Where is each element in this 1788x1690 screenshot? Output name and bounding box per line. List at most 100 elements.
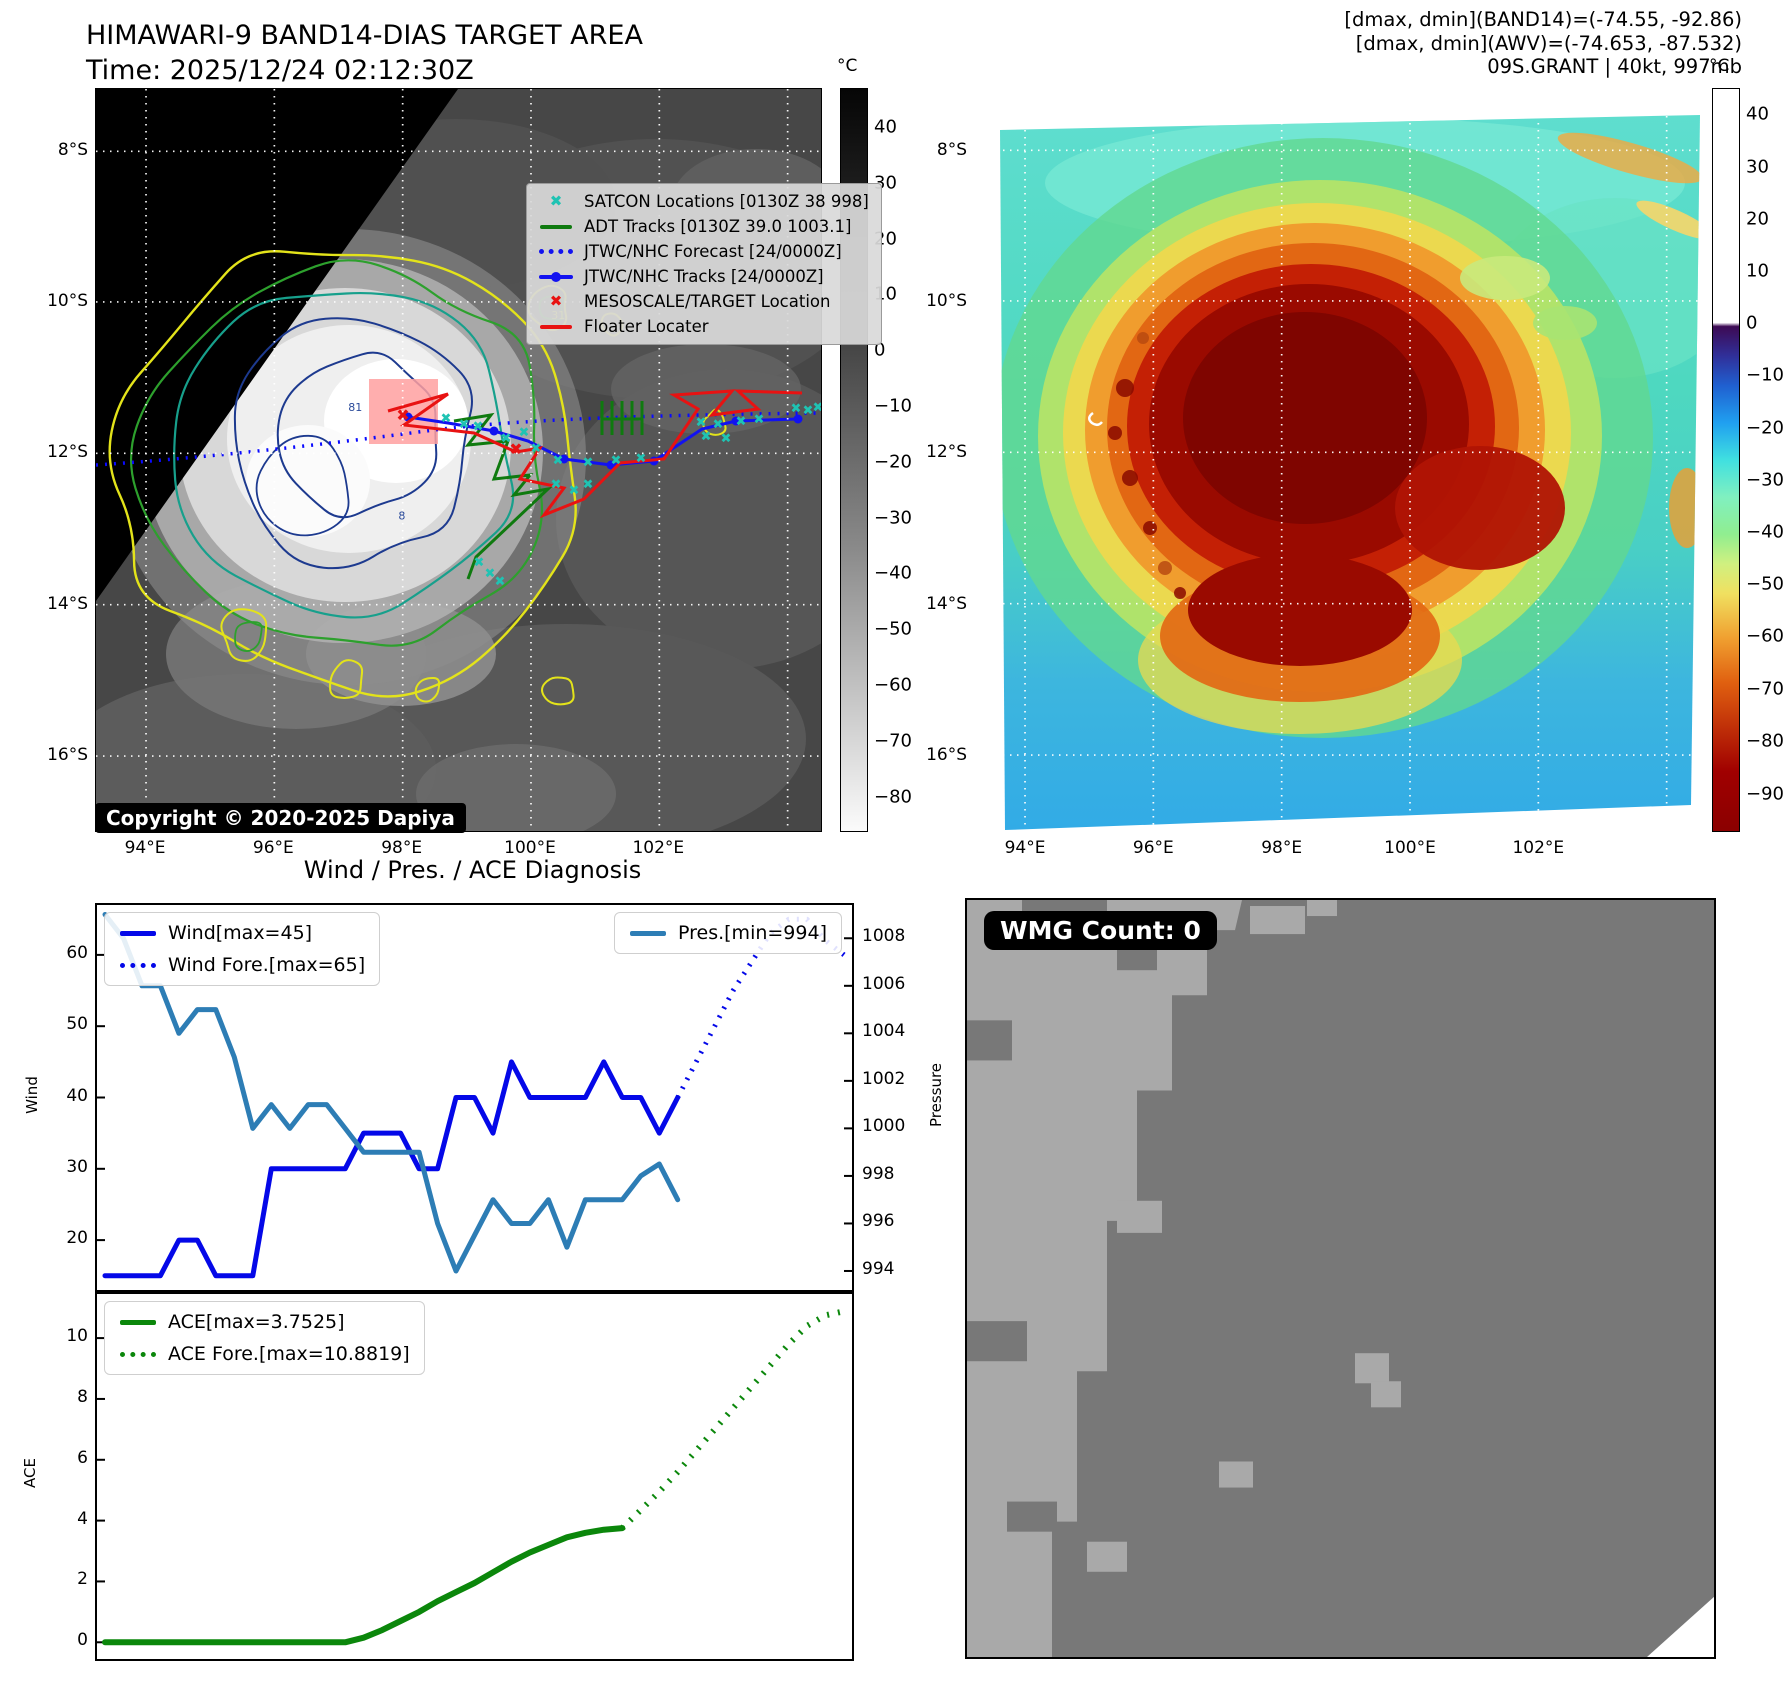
svg-text:✖: ✖ — [736, 415, 747, 430]
tick-label: 1006 — [862, 973, 906, 994]
band14-colorbar-unit: °C — [837, 56, 858, 76]
tick-label: 30 — [1746, 156, 1769, 178]
tick-label: 10 — [66, 1326, 88, 1347]
center-fix-marker — [1088, 411, 1103, 426]
svg-text:✖: ✖ — [583, 478, 594, 493]
tick-label: 998 — [862, 1163, 895, 1184]
tick-label: −50 — [874, 618, 912, 640]
svg-text:✖: ✖ — [583, 456, 594, 471]
tick-label: 0 — [1746, 312, 1758, 334]
tick-label: 14°S — [47, 593, 88, 614]
legend-item: JTWC/NHC Forecast [24/0000Z] — [539, 242, 869, 261]
tick-label: −60 — [1746, 625, 1784, 647]
svg-text:✖: ✖ — [531, 442, 542, 457]
tick-label: 2 — [77, 1569, 88, 1590]
awv-cloud-top-field — [1000, 115, 1700, 830]
tick-label: 102°E — [1512, 838, 1565, 858]
tick-label: −50 — [1746, 573, 1784, 595]
band14-lat-axis: 8°S 10°S 12°S 14°S 16°S — [28, 88, 88, 830]
svg-text:✖: ✖ — [441, 412, 452, 427]
legend-item: ACE[max=3.7525] — [119, 1311, 410, 1333]
line-icon — [119, 930, 157, 936]
diagnosis-title: Wind / Pres. / ACE Diagnosis — [303, 856, 642, 884]
svg-text:✖: ✖ — [636, 452, 647, 467]
tick-label: 14°S — [926, 593, 967, 614]
no-scan-region — [96, 89, 458, 601]
dotted-line-icon — [119, 1351, 157, 1357]
svg-text:81: 81 — [348, 401, 362, 414]
tick-label: −70 — [1746, 678, 1784, 700]
wind-ytick-labels: 60 50 40 30 20 — [20, 903, 88, 1288]
floater-locater-track — [387, 389, 803, 519]
tick-label: 1002 — [862, 1068, 906, 1089]
tick-label: −80 — [874, 786, 912, 808]
legend-label: ADT Tracks [0130Z 39.0 1003.1] — [584, 217, 852, 236]
awv-lat-axis: 8°S 10°S 12°S 14°S 16°S — [907, 88, 967, 830]
svg-text:✖: ✖ — [551, 478, 562, 493]
tick-label: 12°S — [926, 442, 967, 463]
tick-label: −10 — [1746, 364, 1784, 386]
svg-text:✖: ✖ — [701, 430, 712, 445]
dmax-awv-readout: [dmax, dmin](AWV)=(-74.653, -87.532) — [1355, 31, 1742, 55]
line-icon — [539, 224, 573, 229]
series-ace-max-3-7525- — [102, 1525, 626, 1646]
tick-label: 94°E — [124, 838, 166, 858]
svg-text:✖: ✖ — [473, 420, 484, 435]
line-icon — [629, 930, 667, 936]
pressure-ytick-labels: 1008 1006 1004 1002 1000 998 996 994 — [862, 903, 932, 1288]
tick-label: 100°E — [1384, 838, 1436, 858]
legend-item: Floater Locater — [539, 317, 869, 336]
tick-label: 50 — [66, 1014, 88, 1035]
tick-label: 100°E — [504, 838, 556, 858]
tick-label: −30 — [874, 507, 912, 529]
legend-label: JTWC/NHC Tracks [24/0000Z] — [584, 267, 824, 286]
awv-colorbar-ticks: 40 30 20 10 0 −10 −20 −30 −40 −50 −60 −70 −80 −90 — [1746, 88, 1788, 830]
tick-label: 20 — [1746, 208, 1769, 230]
band14-colorbar-ticks: 40 30 20 10 0 −10 −20 −30 −40 −50 −60 −70 −80 — [874, 88, 934, 830]
legend-label: ACE[max=3.7525] — [168, 1311, 345, 1333]
tick-label: 10 — [1746, 260, 1769, 282]
tick-label: −40 — [1746, 521, 1784, 543]
legend-label: MESOSCALE/TARGET Location — [584, 292, 831, 311]
ace-legend: ACE[max=3.7525] ACE Fore.[max=10.8819] — [104, 1301, 425, 1375]
svg-text:✖: ✖ — [474, 556, 485, 571]
tick-label: 996 — [862, 1211, 895, 1232]
tick-label: −30 — [1746, 469, 1784, 491]
tick-label: 30 — [66, 1156, 88, 1177]
tick-label: −60 — [874, 674, 912, 696]
satcon-markers: ✖✖✖✖✖ ✖ ✖ ✖✖ ✖ ✖✖ ✖ ✖ ✖✖ ✖✖✖✖✖ ✖ ✖✖✖✖✖ — [396, 401, 821, 590]
tick-label: 16°S — [47, 745, 88, 766]
band14-map-panel: ✖✖✖✖✖✖✖✖✖✖✖✖✖✖✖✖✖✖✖✖✖✖✖✖✖✖✖ 31818 ✖SATCO… — [95, 88, 882, 833]
svg-text:✖: ✖ — [509, 440, 522, 459]
awv-satellite-image — [975, 88, 1700, 830]
tick-label: 60 — [66, 942, 88, 963]
tick-label: 40 — [1746, 103, 1769, 125]
tick-label: 98°E — [381, 838, 423, 858]
tick-label: 12°S — [47, 442, 88, 463]
tick-label: −20 — [874, 451, 912, 473]
tick-label: −90 — [1746, 783, 1784, 805]
tick-label: 96°E — [252, 838, 294, 858]
tick-label: 8°S — [57, 140, 88, 161]
series-pres-min-994- — [102, 912, 681, 1274]
wmg-panel — [965, 898, 1716, 1659]
storm-id-readout: 09S.GRANT | 40kt, 997mb — [1487, 55, 1742, 78]
x-marker-icon: ✖ — [549, 192, 563, 210]
legend-item: ✖ SATCON Locations [0130Z 38 998] — [539, 192, 869, 211]
awv-colorbar — [1712, 88, 1740, 832]
legend-label: JTWC/NHC Forecast [24/0000Z] — [584, 242, 842, 261]
tick-label: 16°S — [926, 745, 967, 766]
dotted-line-icon — [539, 249, 573, 254]
tick-label: 40 — [66, 1085, 88, 1106]
tick-label: 0 — [874, 339, 886, 361]
legend-item: JTWC/NHC Tracks [24/0000Z] — [539, 267, 869, 286]
awv-colorbar-unit: °C — [1709, 56, 1730, 76]
tick-label: −40 — [874, 562, 912, 584]
svg-text:✖: ✖ — [813, 401, 821, 416]
tick-label: 6 — [77, 1447, 88, 1468]
svg-text:✖: ✖ — [485, 567, 496, 582]
svg-text:✖: ✖ — [791, 402, 802, 417]
tick-label: 10°S — [47, 290, 88, 311]
wmg-count-badge: WMG Count: 0 — [984, 911, 1217, 950]
svg-text:✖: ✖ — [495, 575, 506, 590]
